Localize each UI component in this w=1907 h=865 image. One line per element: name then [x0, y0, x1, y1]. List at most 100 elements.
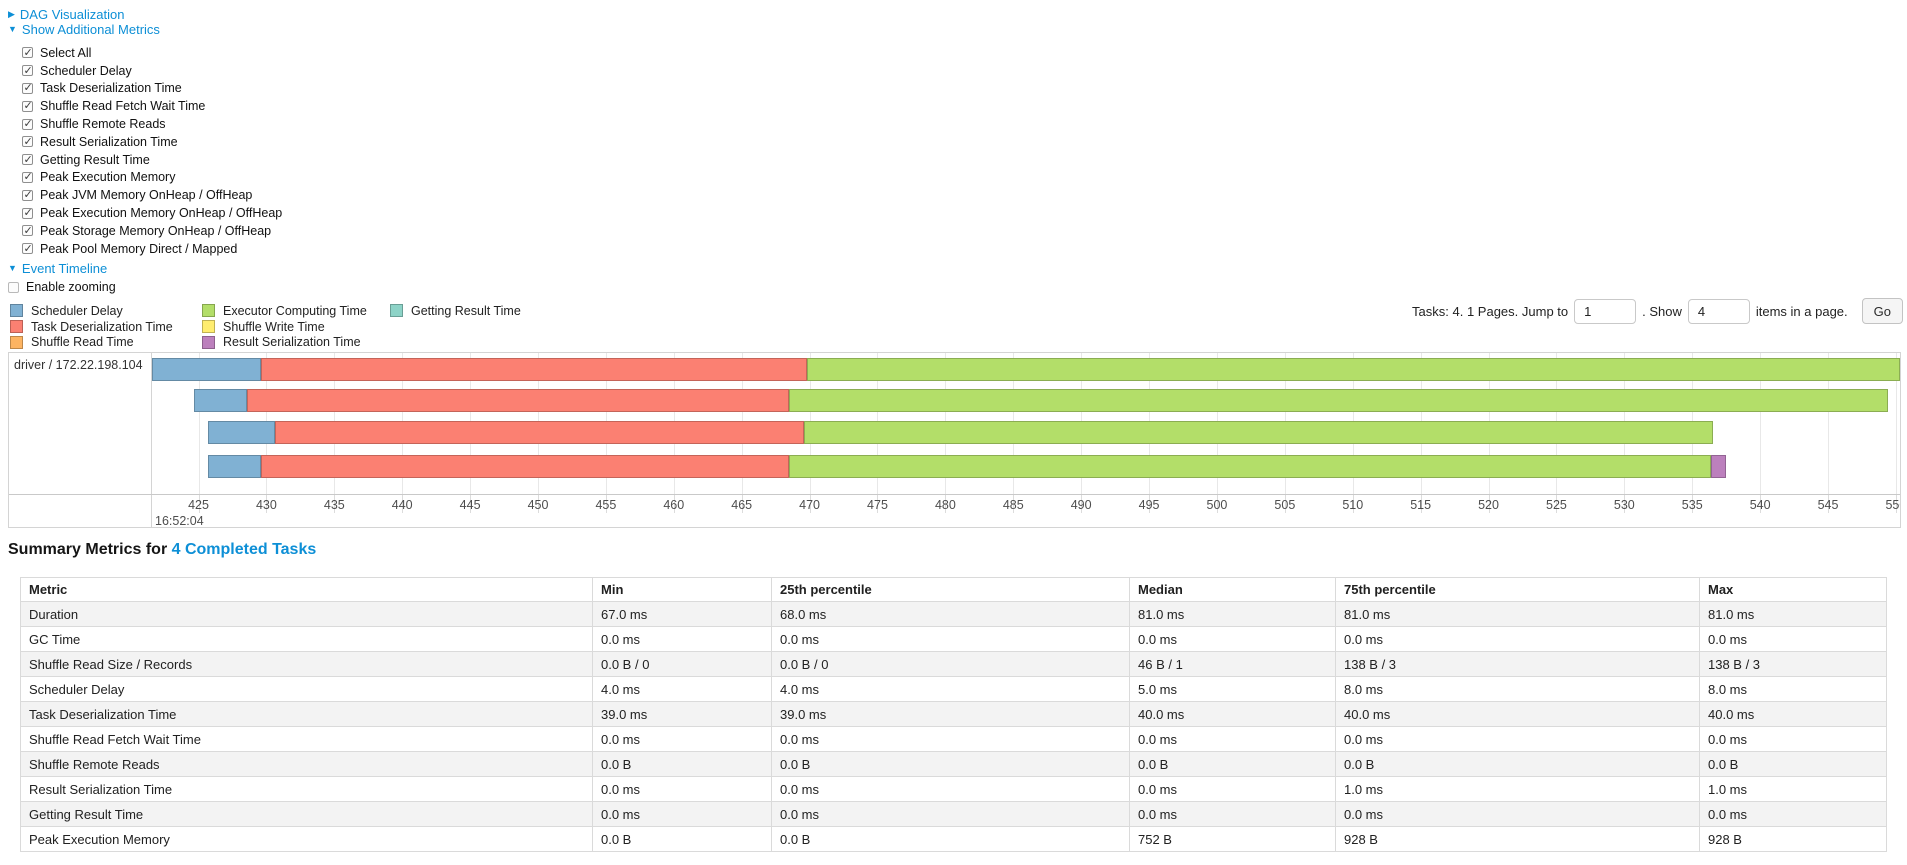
- tick-label: 500: [1206, 498, 1228, 512]
- metric-value-cell: 0.0 B: [1699, 751, 1887, 777]
- tick-label: 470: [799, 498, 820, 512]
- completed-tasks-link[interactable]: 4 Completed Tasks: [171, 541, 317, 558]
- enable-zooming-checkbox[interactable]: [8, 281, 19, 293]
- metric-checkbox-item[interactable]: Result Serialization Time: [22, 133, 282, 151]
- metric-value-cell: 4.0 ms: [771, 676, 1130, 702]
- items-per-page-input[interactable]: [1687, 298, 1750, 324]
- show-additional-metrics-toggle[interactable]: ▼ Show Additional Metrics: [8, 21, 160, 37]
- additional-metrics-checkbox-list: Select All Scheduler Delay Task Deserializ…: [22, 44, 282, 258]
- checkbox-icon[interactable]: [22, 46, 33, 59]
- tick-label: 510: [1342, 498, 1364, 512]
- tick-label: 550: [1885, 498, 1900, 512]
- metric-value-cell: 0.0 ms: [1335, 626, 1700, 652]
- task-3-task-deserialization-bar[interactable]: [274, 421, 805, 445]
- legend-label: Task Deserialization Time: [31, 319, 173, 334]
- table-row: GC Time 0.0 ms 0.0 ms 0.0 ms 0.0 ms 0.0 ms: [20, 626, 1887, 652]
- task-1-task-deserialization-bar[interactable]: [260, 358, 807, 381]
- legend-item: Shuffle Write Time: [202, 319, 390, 335]
- result-serialization-swatch-icon: [202, 335, 215, 349]
- checkbox-icon[interactable]: [22, 135, 33, 148]
- x-axis-line: [9, 494, 1900, 495]
- task-2-executor-computing-bar[interactable]: [789, 388, 1888, 412]
- table-header-cell: 25th percentile: [771, 577, 1130, 602]
- tick-mark: [266, 495, 268, 513]
- metric-checkbox-item[interactable]: Peak Storage Memory OnHeap / OffHeap: [22, 222, 282, 240]
- legend-item: Result Serialization Time: [202, 334, 390, 350]
- metric-value-cell: 0.0 B: [1129, 751, 1336, 777]
- enable-zooming-option[interactable]: Enable zooming: [8, 279, 116, 295]
- checkbox-icon[interactable]: [22, 206, 33, 219]
- checkbox-icon[interactable]: [22, 117, 33, 130]
- metric-checkbox-item[interactable]: Task Deserialization Time: [22, 80, 282, 98]
- metric-value-cell: 0.0 ms: [771, 626, 1130, 652]
- timeline-legend: Scheduler Delay Task Deserialization Time…: [10, 303, 521, 350]
- legend-item: Task Deserialization Time: [10, 319, 202, 335]
- metric-checkbox-item[interactable]: Peak Execution Memory: [22, 169, 282, 187]
- task-4-task-deserialization-bar[interactable]: [260, 454, 790, 478]
- metric-checkbox-label: Peak Storage Memory OnHeap / OffHeap: [40, 223, 272, 238]
- checkbox-icon[interactable]: [22, 153, 33, 166]
- checkbox-icon[interactable]: [22, 224, 33, 237]
- metric-checkbox-item[interactable]: Peak Pool Memory Direct / Mapped: [22, 240, 282, 258]
- tick-mark: [605, 495, 607, 513]
- go-button[interactable]: Go: [1861, 298, 1903, 324]
- chevron-down-icon: ▼: [8, 24, 17, 34]
- checkbox-icon[interactable]: [22, 242, 33, 255]
- table-row: Peak Execution Memory 0.0 B 0.0 B 752 B 928 …: [20, 826, 1887, 852]
- table-row: Task Deserialization Time 39.0 ms 39.0 ms 4…: [20, 701, 1887, 727]
- task-2-scheduler-delay-bar[interactable]: [194, 388, 248, 412]
- metric-value-cell: 81.0 ms: [1335, 601, 1700, 627]
- metric-checkbox-label: Scheduler Delay: [40, 63, 132, 78]
- tick-mark: [1488, 495, 1490, 513]
- tick-mark: [1760, 495, 1762, 513]
- event-timeline-toggle[interactable]: ▼ Event Timeline: [8, 260, 107, 276]
- metric-name-cell: Result Serialization Time: [20, 776, 593, 802]
- metric-checkbox-item[interactable]: Peak JVM Memory OnHeap / OffHeap: [22, 186, 282, 204]
- metric-value-cell: 1.0 ms: [1699, 776, 1887, 802]
- tick-label: 520: [1478, 498, 1499, 512]
- table-header-row: Metric Min 25th percentile Median 75th perce…: [20, 577, 1887, 602]
- task-1-executor-computing-bar[interactable]: [806, 358, 1900, 381]
- checkbox-icon[interactable]: [22, 81, 33, 94]
- metric-value-cell: 81.0 ms: [1129, 601, 1336, 627]
- metric-checkbox-item[interactable]: Getting Result Time: [22, 151, 282, 169]
- metric-checkbox-label: Peak Execution Memory OnHeap / OffHeap: [40, 206, 283, 221]
- metric-name-cell: Shuffle Read Fetch Wait Time: [20, 726, 593, 752]
- metric-checkbox-item[interactable]: Peak Execution Memory OnHeap / OffHeap: [22, 204, 282, 222]
- metric-value-cell: 0.0 B: [1335, 751, 1700, 777]
- gridline: [198, 353, 200, 494]
- task-4-executor-computing-bar[interactable]: [789, 454, 1712, 478]
- dag-visualization-toggle[interactable]: ▶ DAG Visualization: [8, 6, 124, 22]
- metric-checkbox-item[interactable]: Scheduler Delay: [22, 62, 282, 80]
- table-header-cell: Max: [1699, 577, 1887, 602]
- jump-to-page-input[interactable]: [1574, 298, 1637, 324]
- checkbox-icon[interactable]: [22, 64, 33, 77]
- pagination-suffix: items in a page.: [1755, 303, 1848, 319]
- tick-mark: [1692, 495, 1694, 513]
- metric-checkbox-item[interactable]: Select All: [22, 44, 282, 62]
- task-1-scheduler-delay-bar[interactable]: [152, 358, 261, 381]
- task-3-scheduler-delay-bar[interactable]: [208, 421, 275, 445]
- metric-checkbox-item[interactable]: Shuffle Remote Reads: [22, 115, 282, 133]
- metric-checkbox-item[interactable]: Shuffle Read Fetch Wait Time: [22, 97, 282, 115]
- task-4-scheduler-delay-bar[interactable]: [208, 454, 261, 478]
- event-timeline-label: Event Timeline: [21, 260, 108, 276]
- metric-value-cell: 928 B: [1335, 826, 1700, 852]
- checkbox-icon[interactable]: [22, 170, 33, 183]
- task-4-result-serialization-bar[interactable]: [1711, 454, 1727, 478]
- task-2-task-deserialization-bar[interactable]: [247, 388, 790, 412]
- tick-mark: [1828, 495, 1830, 513]
- checkbox-icon[interactable]: [22, 99, 33, 112]
- task-3-executor-computing-bar[interactable]: [804, 421, 1713, 445]
- metric-value-cell: 0.0 ms: [1129, 801, 1336, 827]
- checkbox-icon[interactable]: [22, 188, 33, 201]
- table-row: Result Serialization Time 0.0 ms 0.0 ms 0.0…: [20, 776, 1887, 802]
- metric-checkbox-label: Shuffle Remote Reads: [40, 117, 166, 132]
- getting-result-swatch-icon: [390, 304, 403, 318]
- metric-value-cell: 0.0 B / 0: [592, 651, 772, 677]
- task-deserialization-swatch-icon: [10, 320, 23, 334]
- metric-checkbox-label: Select All: [40, 45, 92, 60]
- metric-value-cell: 0.0 ms: [1699, 626, 1887, 652]
- shuffle-read-swatch-icon: [10, 335, 23, 349]
- metric-value-cell: 39.0 ms: [771, 701, 1130, 727]
